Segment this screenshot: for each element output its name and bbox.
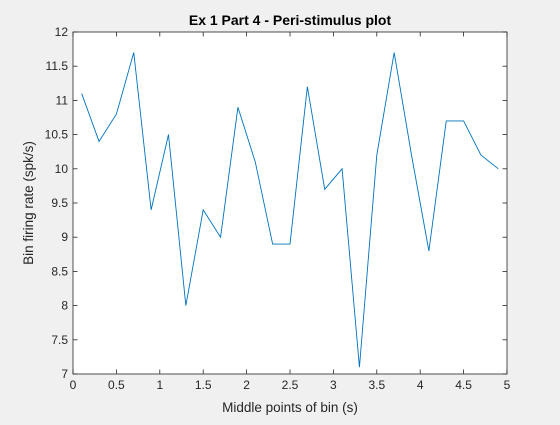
y-tick-label: 7 xyxy=(61,367,68,381)
y-tick-label: 10 xyxy=(55,162,69,176)
x-tick-label: 5 xyxy=(504,378,511,392)
x-tick-label: 2.5 xyxy=(282,378,299,392)
x-tick-label: 1.5 xyxy=(195,378,212,392)
chart-title: Ex 1 Part 4 - Peri-stimulus plot xyxy=(189,12,392,28)
y-tick-label: 8 xyxy=(61,299,68,313)
y-tick-label: 11 xyxy=(56,93,69,107)
y-axis-label: Bin firing rate (spk/s) xyxy=(21,141,36,265)
y-tick-label: 7.5 xyxy=(51,333,68,347)
y-tick-label: 10.5 xyxy=(45,128,69,142)
y-tick-label: 11.5 xyxy=(46,59,69,73)
x-tick-label: 3 xyxy=(330,378,337,392)
x-tick-label: 1 xyxy=(156,378,163,392)
x-tick-label: 4.5 xyxy=(455,378,472,392)
x-tick-label: 2 xyxy=(243,378,250,392)
y-tick-label: 9.5 xyxy=(51,196,68,210)
x-tick-label: 3.5 xyxy=(368,378,385,392)
x-tick-label: 0.5 xyxy=(108,378,125,392)
x-tick-label: 0 xyxy=(70,378,77,392)
y-tick-label: 9 xyxy=(61,230,68,244)
x-axis-label: Middle points of bin (s) xyxy=(222,400,358,415)
y-tick-label: 12 xyxy=(55,25,69,39)
x-tick-label: 4 xyxy=(417,378,424,392)
y-tick-label: 8.5 xyxy=(51,264,68,278)
plot-area xyxy=(73,32,507,374)
